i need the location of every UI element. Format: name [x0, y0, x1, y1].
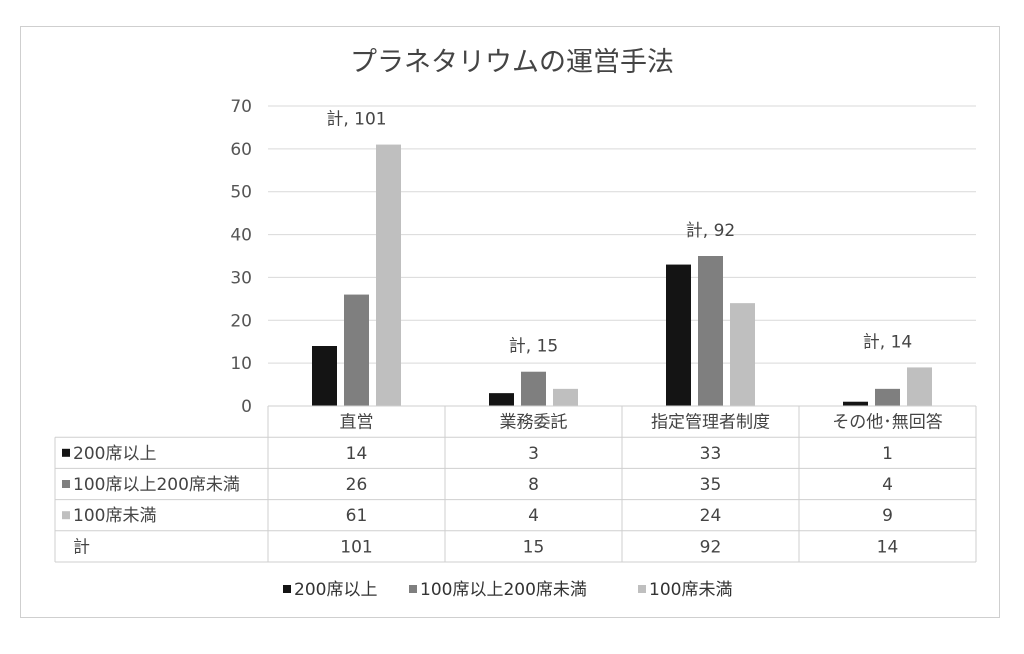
table-cell: 9: [882, 506, 893, 526]
table-cell: 35: [700, 475, 722, 495]
table-cell: 15: [523, 537, 545, 557]
table-cell: 4: [528, 506, 539, 526]
bar: [730, 303, 755, 406]
table-cell: 1: [882, 444, 893, 464]
bar: [875, 388, 900, 406]
table-cell: 101: [340, 537, 372, 557]
bar: [698, 256, 723, 406]
y-tick-label: 50: [230, 183, 252, 203]
y-tick-label: 60: [230, 140, 252, 160]
legend-swatch: [409, 585, 417, 593]
y-tick-label: 20: [230, 311, 252, 331]
row-label: 100席未満: [73, 506, 156, 526]
y-tick-label: 70: [230, 97, 252, 117]
category-label: その他･無回答: [832, 413, 943, 433]
bar: [312, 346, 337, 406]
table-cell: 4: [882, 475, 893, 495]
total-annotation: 計, 14: [863, 332, 912, 352]
row-legend-key: [62, 480, 70, 488]
category-label: 業務委託: [500, 413, 568, 433]
bar: [376, 144, 401, 407]
table-cell: 3: [528, 444, 539, 464]
chart-title: プラネタリウムの運営手法: [350, 47, 674, 78]
row-label: 100席以上200席未満: [73, 475, 240, 495]
y-tick-label: 30: [230, 268, 252, 288]
table-cell: 8: [528, 475, 539, 495]
legend-swatch: [638, 585, 646, 593]
bar: [907, 367, 932, 406]
y-tick-label: 40: [230, 226, 252, 246]
row-label: 200席以上: [73, 444, 156, 464]
table-cell: 24: [700, 506, 722, 526]
row-legend-key: [62, 511, 70, 520]
table-cell: 92: [700, 537, 722, 557]
chart-frame: [20, 26, 1000, 618]
table-cell: 61: [346, 506, 368, 526]
bar: [344, 294, 369, 406]
total-annotation: 計, 92: [686, 221, 735, 241]
bar: [521, 371, 546, 406]
legend-label: 100席未満: [649, 580, 732, 600]
row-legend-key: [62, 448, 70, 457]
legend-swatch: [283, 585, 291, 593]
row-label: 計: [73, 537, 90, 557]
total-annotation: 計, 15: [509, 337, 558, 357]
table-cell: 14: [877, 537, 899, 557]
y-tick-label: 10: [230, 354, 252, 374]
table-cell: 14: [346, 444, 368, 464]
legend-label: 200席以上: [294, 580, 377, 600]
bar: [843, 401, 868, 406]
total-annotation: 計, 101: [326, 110, 386, 130]
legend-label: 100席以上200席未満: [420, 580, 587, 600]
table-cell: 33: [700, 444, 722, 464]
table-cell: 26: [346, 475, 368, 495]
bar: [553, 388, 578, 406]
category-label: 指定管理者制度: [651, 413, 770, 433]
y-tick-label: 0: [241, 397, 252, 417]
bar: [489, 393, 514, 406]
bar: [666, 264, 691, 406]
category-label: 直営: [340, 413, 374, 433]
